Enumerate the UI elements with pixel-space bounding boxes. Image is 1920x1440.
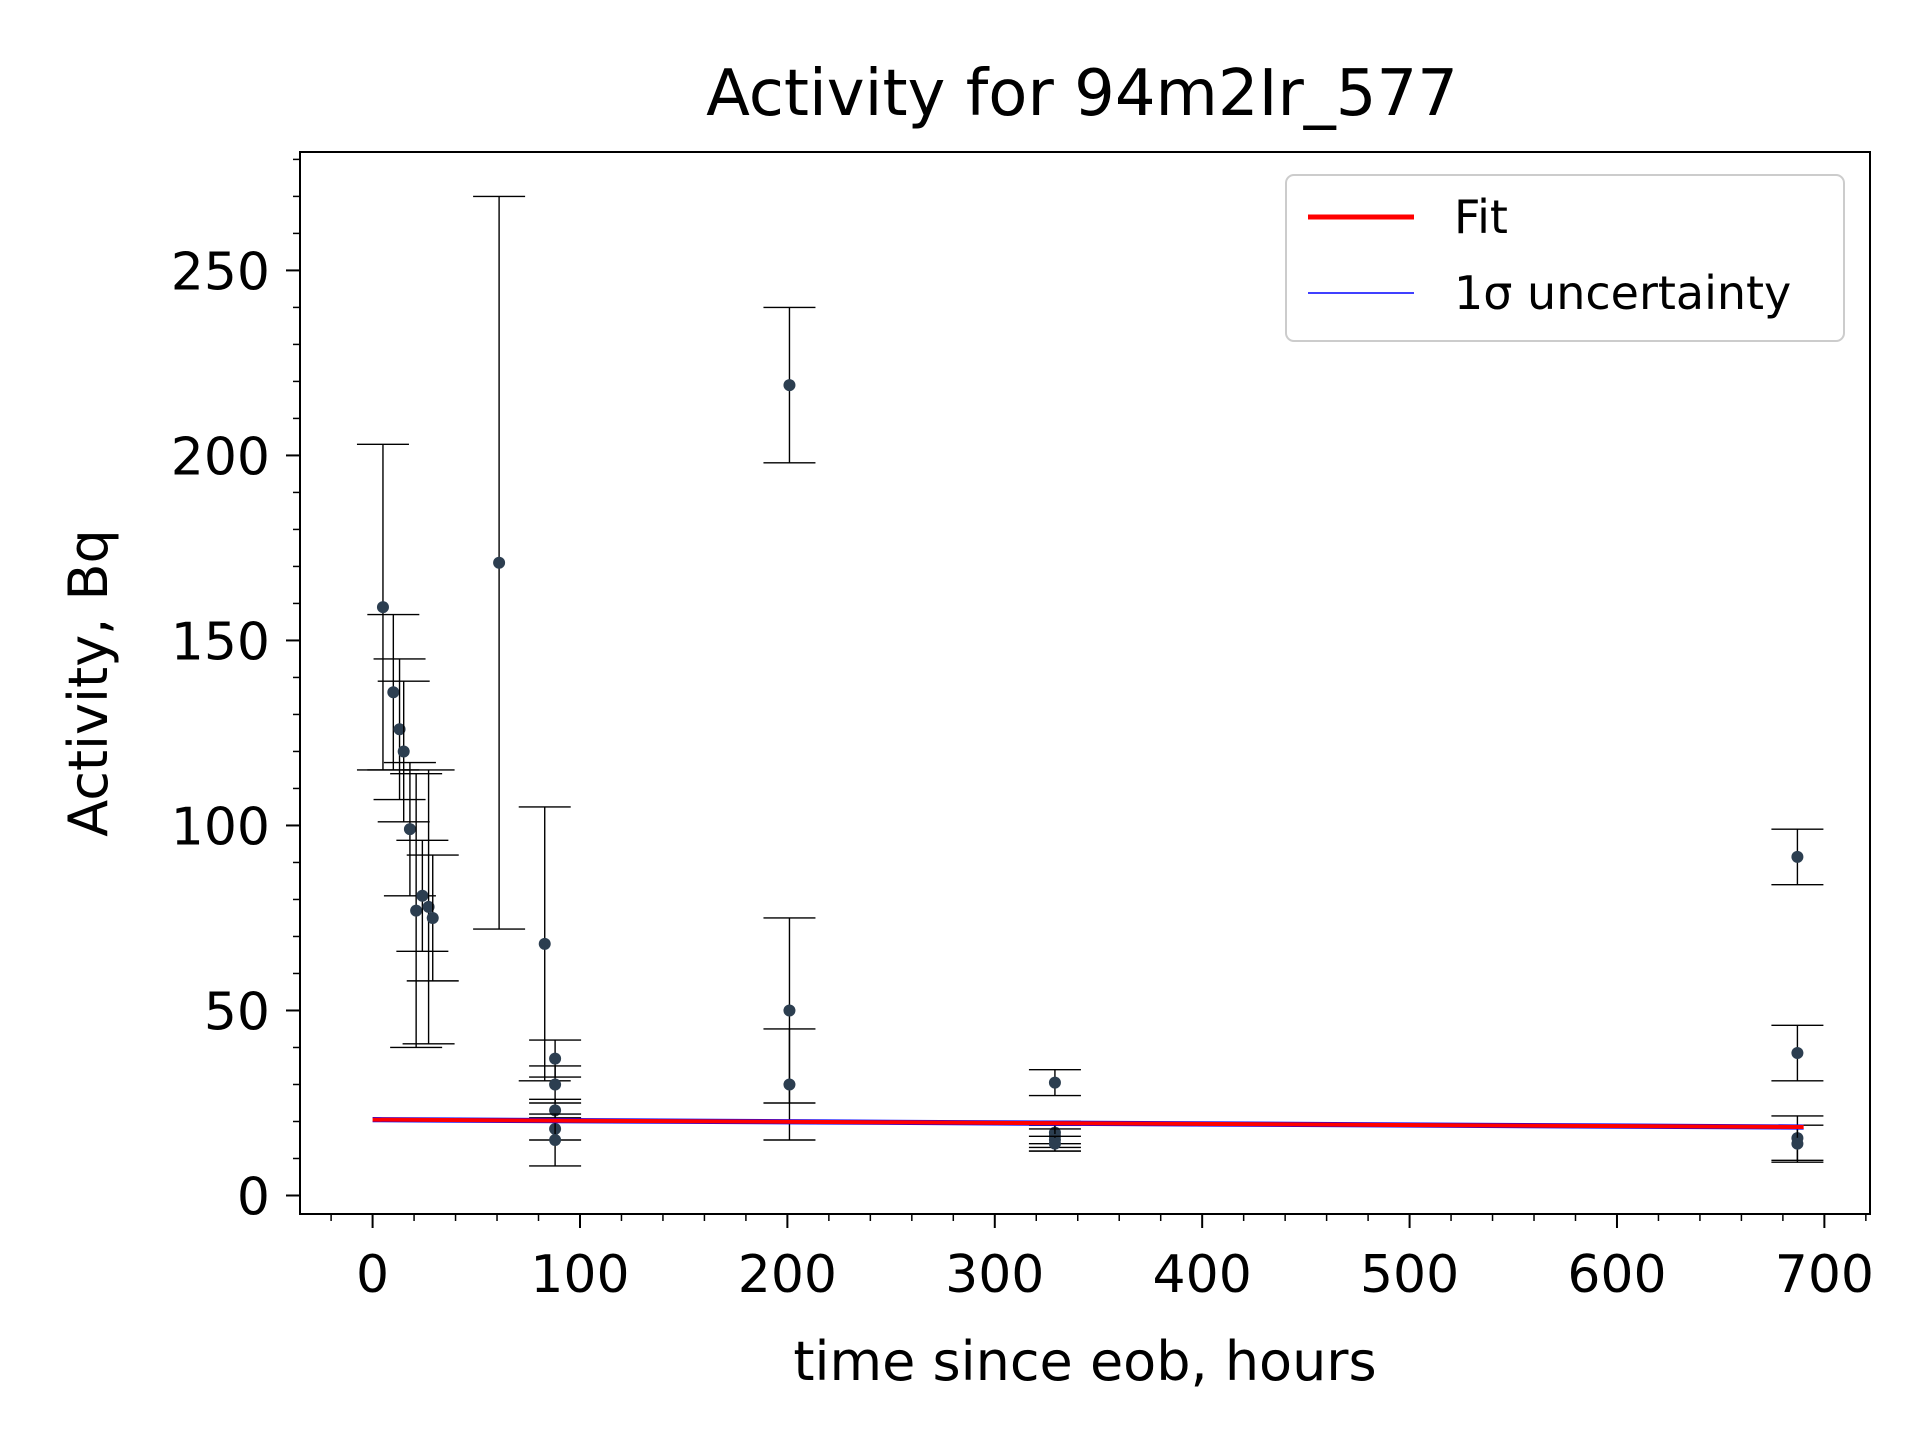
point-marker [549,1133,562,1146]
data-point-10 [518,806,571,1082]
x-axis: 0 100 200 300 400 500 600 700 [330,1214,1874,1305]
data-point-3 [377,680,430,823]
data-point-0 [356,443,409,771]
x-tick-label: 300 [945,1245,1044,1305]
data-point-8 [406,854,459,982]
x-axis-label: time since eob, hours [793,1330,1376,1393]
point-marker [1791,1047,1804,1060]
x-tick-label: 500 [1360,1245,1459,1305]
point-marker [549,1052,562,1065]
point-marker [410,904,423,917]
point-marker [549,1104,562,1117]
data-point-23 [1028,1135,1081,1152]
point-marker [783,1078,796,1091]
point-marker [538,937,551,950]
x-tick-label: 0 [356,1245,389,1305]
point-marker [493,556,506,569]
y-tick-label: 50 [204,982,270,1042]
y-tick-label: 200 [171,427,270,487]
point-marker [1048,1076,1061,1089]
legend: Fit 1σ uncertainty [1285,174,1845,342]
point-marker [783,379,796,392]
fit-line [372,1117,1804,1130]
y-tick-label: 150 [171,612,270,672]
data-point-16 [763,306,816,464]
y-axis-label: Activity, Bq [57,529,120,837]
point-marker [393,723,406,736]
legend-box [1285,174,1845,342]
point-marker [397,745,410,758]
point-marker [376,601,389,614]
data-point-7 [402,769,455,1045]
data-point-2 [373,658,426,801]
data-point-5 [390,772,443,1049]
data-point-6 [396,839,449,952]
plot-content [356,195,1824,1167]
data-point-19 [1028,1068,1081,1097]
data-point-9 [473,195,526,930]
data-point-11 [529,1039,582,1078]
x-tick-label: 400 [1153,1245,1252,1305]
data-point-15 [529,1113,582,1167]
y-tick-label: 0 [237,1167,270,1227]
x-tick-label: 200 [738,1245,837,1305]
data-point-12 [529,1065,582,1104]
y-tick-label: 250 [171,242,270,302]
legend-label: Fit [1454,190,1508,244]
point-marker [549,1078,562,1091]
point-marker [783,1004,796,1017]
plot-frame [299,151,1871,1215]
point-marker [422,900,435,913]
x-tick-label: 600 [1567,1245,1666,1305]
point-marker [1791,1137,1804,1150]
point-marker [1048,1137,1061,1150]
y-tick-label: 100 [171,797,270,857]
data-point-27 [1771,1124,1824,1163]
point-marker [403,823,416,836]
data-point-24 [1771,828,1824,886]
data-point-1 [367,613,420,771]
data-point-25 [1771,1024,1824,1082]
chart-title: Activity for 94m2Ir_577 [706,57,1458,131]
point-marker [426,911,439,924]
legend-label: 1σ uncertainty [1454,266,1791,320]
point-marker [387,686,400,699]
x-tick-label: 700 [1775,1245,1874,1305]
y-axis: 0 50 100 150 200 250 [171,158,300,1227]
x-tick-label: 100 [530,1245,629,1305]
point-marker [416,889,429,902]
point-marker [1791,850,1804,863]
